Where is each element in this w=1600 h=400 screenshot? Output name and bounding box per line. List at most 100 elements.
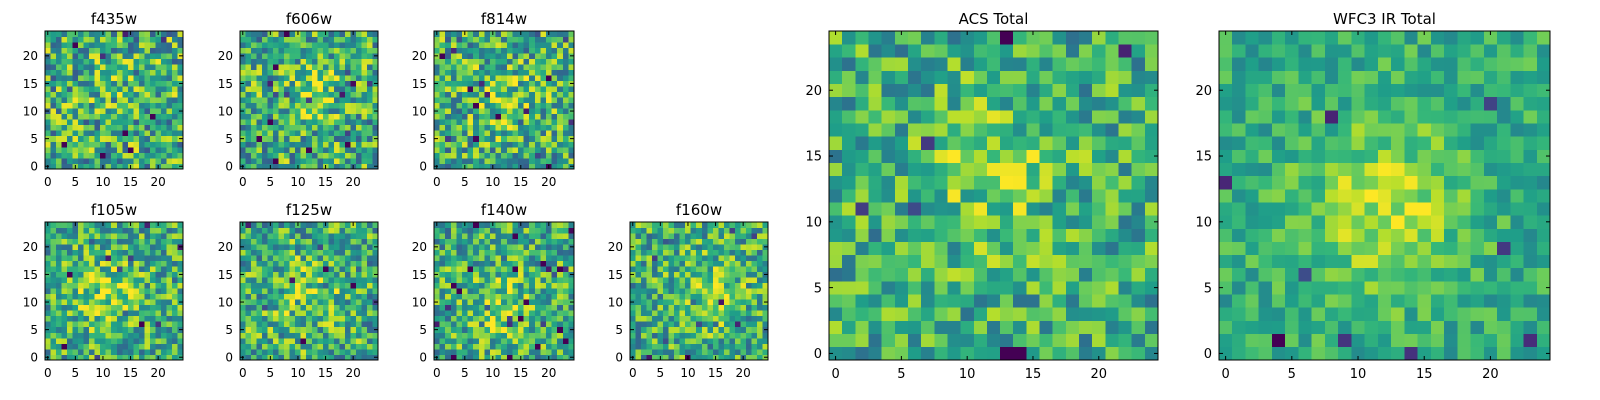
heatmap-cell (155, 260, 162, 267)
heatmap-cell (529, 238, 536, 245)
heatmap-cell (138, 64, 145, 70)
heatmap-cell (434, 310, 440, 317)
heatmap-cell (372, 146, 379, 153)
heatmap-cell (361, 64, 368, 70)
heatmap-cell (339, 354, 346, 361)
heatmap-cell (355, 227, 362, 234)
heatmap-cell (160, 119, 167, 126)
heatmap-cell (56, 146, 62, 153)
heatmap-cell (630, 315, 636, 322)
heatmap-cell (434, 146, 440, 153)
heatmap-cell (696, 266, 703, 273)
heatmap-cell (540, 31, 547, 37)
heatmap-cell (445, 282, 452, 289)
heatmap-cell (289, 157, 296, 164)
heatmap-cell (456, 113, 463, 120)
heatmap-cell (467, 326, 474, 333)
heatmap-cell (512, 299, 519, 306)
heatmap-cell (144, 260, 151, 267)
y-tick-label: 15 (218, 77, 233, 91)
heatmap-cell (328, 249, 335, 256)
heatmap-cell (256, 222, 263, 228)
heatmap-cell (450, 141, 457, 148)
heatmap-cell (562, 249, 569, 256)
heatmap-cell (947, 281, 961, 295)
heatmap-cell (756, 249, 763, 256)
heatmap-cell (105, 293, 112, 300)
heatmap-cell (105, 47, 112, 54)
heatmap-cell (1079, 267, 1093, 282)
heatmap-cell (467, 58, 474, 65)
heatmap-cell (372, 348, 379, 355)
heatmap-cell (322, 130, 329, 137)
heatmap-cell (317, 141, 324, 148)
heatmap-cell (372, 304, 379, 311)
heatmap-cell (712, 277, 719, 284)
heatmap-cell (523, 163, 530, 170)
heatmap-cell (251, 266, 257, 273)
heatmap-cell (652, 354, 658, 361)
heatmap-cell (284, 332, 291, 339)
heatmap-cell (317, 69, 324, 76)
heatmap-cell (467, 102, 474, 109)
heatmap-cell (868, 215, 882, 229)
heatmap-cell (311, 146, 318, 153)
heatmap-cell (105, 233, 112, 239)
heatmap-cell (473, 119, 480, 126)
heatmap-cell (166, 80, 173, 87)
heatmap-cell (934, 254, 948, 269)
heatmap-cell (439, 53, 446, 59)
heatmap-cell (317, 227, 324, 234)
heatmap-cell (1144, 254, 1159, 269)
heatmap-cell (478, 69, 485, 76)
heatmap-cell (439, 332, 446, 339)
heatmap-cell (674, 244, 681, 250)
heatmap-cell (171, 271, 178, 278)
heatmap-cell (434, 277, 440, 284)
heatmap-cell (947, 188, 961, 203)
heatmap-cell (61, 354, 68, 361)
heatmap-cell (72, 288, 79, 295)
heatmap-cell (105, 266, 112, 273)
heatmap-cell (635, 266, 642, 273)
heatmap-cell (473, 321, 480, 328)
heatmap-cell (251, 102, 257, 109)
heatmap-cell (557, 157, 564, 164)
heatmap-cell (94, 337, 101, 344)
heatmap-cell (484, 227, 491, 234)
heatmap-cell (355, 97, 362, 104)
x-tick-label: 0 (239, 366, 247, 380)
heatmap-cell (495, 332, 502, 339)
heatmap-cell (740, 332, 747, 339)
heatmap-cell (501, 343, 508, 350)
heatmap-cell (111, 86, 118, 93)
heatmap-cell (934, 307, 948, 321)
heatmap-cell (506, 163, 513, 170)
heatmap-cell (506, 157, 513, 164)
heatmap-cell (756, 343, 763, 350)
heatmap-cell (138, 53, 145, 59)
heatmap-cell (484, 244, 491, 250)
heatmap-cell (350, 315, 357, 322)
heatmap-cell (685, 310, 692, 317)
heatmap-cell (467, 146, 474, 153)
heatmap-cell (256, 53, 263, 59)
heatmap-cell (350, 299, 357, 306)
heatmap-cell (127, 249, 134, 256)
heatmap-cell (256, 113, 263, 120)
heatmap-cell (523, 249, 530, 256)
heatmap-cell (462, 157, 468, 164)
heatmap-cell (986, 188, 1001, 203)
heatmap-cell (366, 69, 373, 76)
heatmap-cell (934, 241, 948, 256)
x-tick-label: 0 (433, 175, 441, 189)
y-tick-label: 10 (23, 295, 38, 309)
heatmap-cell (83, 80, 90, 87)
heatmap-cell (745, 266, 752, 273)
heatmap-cell (641, 343, 647, 350)
heatmap-cell (434, 113, 440, 120)
heatmap-cell (171, 124, 178, 131)
heatmap-cell (166, 321, 173, 328)
heatmap-cell (240, 348, 246, 355)
heatmap-cell (690, 255, 697, 261)
